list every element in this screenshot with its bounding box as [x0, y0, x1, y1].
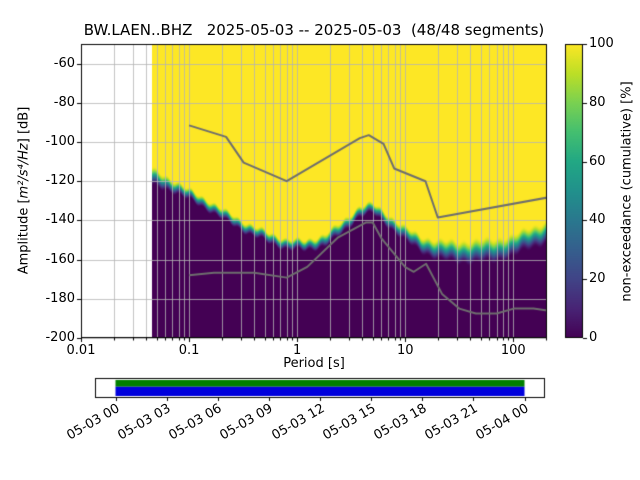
y-tick-label: -160 — [45, 251, 75, 267]
x-tick-label: 100 — [500, 343, 526, 358]
colorbar-label: non-exceedance (cumulative) [%] — [619, 81, 635, 302]
y-tick-label: -60 — [53, 55, 75, 71]
x-axis-label: Period [s] — [283, 356, 345, 371]
y-tick-label: -80 — [53, 94, 75, 110]
colorbar-tick-label: 100 — [589, 36, 614, 51]
x-tick-label: 0.1 — [178, 343, 200, 358]
y-tick-label: -100 — [45, 134, 75, 149]
x-tick-label: 10 — [396, 343, 414, 358]
colorbar-tick-label: 0 — [589, 330, 598, 345]
colorbar-tick-label: 20 — [589, 271, 606, 287]
plot-title: BW.LAEN..BHZ 2025-05-03 -- 2025-05-03 (4… — [83, 21, 545, 39]
colorbar-tick-label: 80 — [589, 94, 606, 110]
y-axis-label-math: m²/s⁴/Hz — [16, 143, 32, 199]
y-tick-label: -140 — [45, 212, 75, 228]
x-tick-label: 1 — [293, 343, 302, 358]
colorbar-tick-label: 40 — [589, 212, 606, 228]
colorbar-tick-label: 60 — [589, 153, 606, 169]
y-tick-label: -120 — [45, 173, 75, 189]
y-tick-label: -180 — [45, 290, 75, 306]
x-tick-label: 0.01 — [66, 343, 96, 358]
y-tick-label: -200 — [45, 330, 75, 345]
